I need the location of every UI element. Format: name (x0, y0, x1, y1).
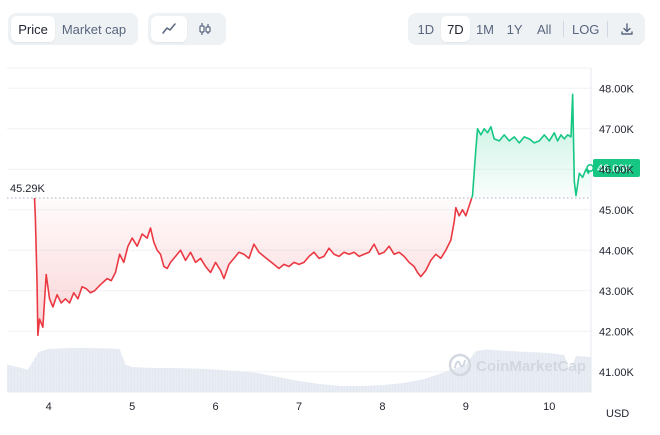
watermark: CoinMarketCap (448, 353, 586, 377)
y-tick-label: 44.00K (599, 245, 635, 257)
y-tick-label: 46.00K (599, 164, 635, 176)
x-tick-label: 5 (129, 401, 135, 413)
price-chart-svg[interactable]: CoinMarketCap 46.03K 41.00K 42.00K 43.00K 4… (0, 60, 660, 435)
range-1d-button[interactable]: 1D (417, 21, 435, 37)
current-price-label: 46.03K (597, 163, 633, 175)
x-tick-label: 6 (213, 401, 219, 413)
price-tab[interactable]: Price (11, 16, 55, 42)
current-price-dot (586, 164, 595, 173)
download-icon (621, 23, 633, 35)
x-tick-label: 10 (543, 401, 555, 413)
baseline-label: 45.29K (10, 183, 46, 195)
x-tick-label: 9 (463, 401, 469, 413)
range-all-button[interactable]: All (536, 21, 552, 37)
divider (562, 21, 564, 37)
price-chart[interactable]: CoinMarketCap 46.03K 41.00K 42.00K 43.00K 4… (0, 60, 660, 435)
y-tick-label: 45.00K (599, 205, 635, 217)
price-area-above-baseline (471, 94, 591, 199)
y-tick-label: 43.00K (599, 286, 635, 298)
download-button[interactable] (612, 16, 642, 42)
market-cap-tab[interactable]: Market cap (61, 21, 127, 37)
line-chart-icon (162, 23, 176, 34)
chart-type-toggle (148, 13, 226, 45)
y-tick-label: 47.00K (599, 124, 635, 136)
line-chart-button[interactable] (151, 16, 187, 42)
x-tick-label: 7 (296, 401, 302, 413)
range-1m-button[interactable]: 1M (475, 21, 495, 37)
divider (607, 21, 609, 37)
current-price-badge (593, 159, 640, 178)
x-tick-label: 8 (379, 401, 385, 413)
price-line-below-baseline[interactable] (33, 197, 473, 337)
candlestick-icon (199, 23, 211, 35)
x-tick-label: 4 (46, 401, 52, 413)
currency-label: USD (606, 408, 629, 420)
y-tick-label: 41.00K (599, 367, 635, 379)
y-tick-label: 42.00K (599, 326, 635, 338)
watermark-text: CoinMarketCap (476, 358, 586, 375)
price-area-below-baseline (34, 198, 472, 336)
range-1y-button[interactable]: 1Y (506, 21, 523, 37)
price-line-above-baseline[interactable] (470, 93, 591, 199)
candlestick-button[interactable] (187, 16, 223, 42)
price-marketcap-toggle: Price Market cap (8, 13, 138, 45)
range-7d-button[interactable]: 7D (440, 16, 471, 42)
time-range-toggle: 1D 7D 1M 1Y All LOG (408, 13, 645, 45)
y-tick-label: 48.00K (599, 83, 635, 95)
log-scale-button[interactable]: LOG (571, 21, 600, 37)
